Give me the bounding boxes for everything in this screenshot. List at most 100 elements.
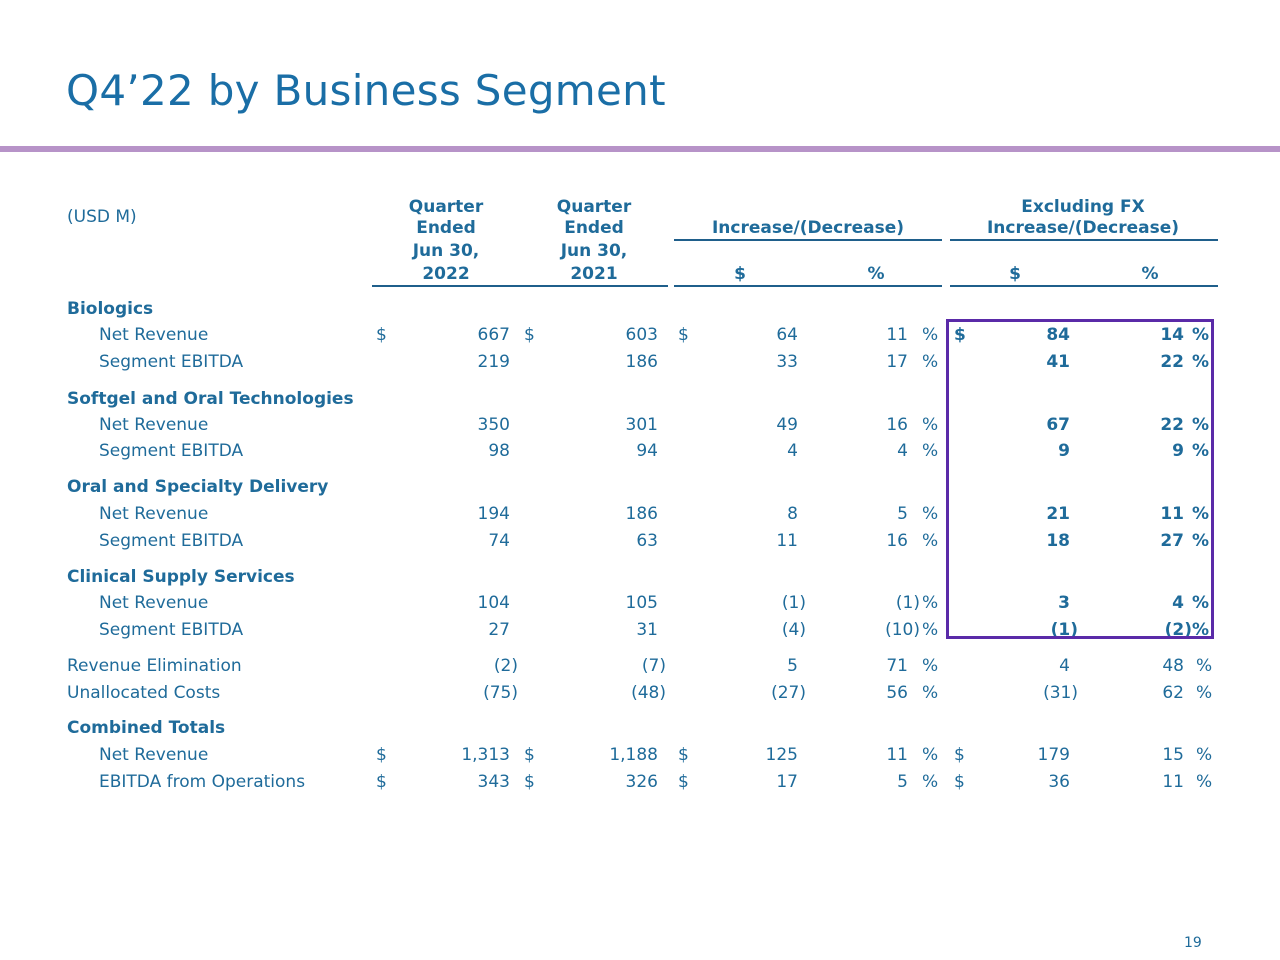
col1-header-line2: Ended bbox=[416, 218, 476, 238]
cell-fxp: 48 bbox=[1162, 656, 1184, 676]
row-label: EBITDA from Operations bbox=[99, 772, 306, 792]
cell-incp: 16 bbox=[886, 531, 908, 551]
cell-inc: 33 bbox=[776, 352, 798, 372]
cell-q22: 667 bbox=[477, 325, 510, 345]
section-combined: Combined Totals bbox=[67, 718, 226, 738]
fx-incdec-header: Increase/(Decrease) bbox=[986, 218, 1180, 238]
cell-inc: (27) bbox=[771, 683, 806, 703]
cell-fx: 18 bbox=[1046, 531, 1070, 551]
pct-symbol: % bbox=[1192, 352, 1210, 372]
cell-fxp: 9 bbox=[1172, 441, 1184, 461]
cell-incp: (10) bbox=[885, 620, 920, 640]
cell-fx: 84 bbox=[1046, 325, 1070, 345]
cell-incp: 5 bbox=[897, 504, 908, 524]
currency-symbol: $ bbox=[524, 745, 535, 765]
pct-symbol: % bbox=[1196, 745, 1213, 765]
currency-symbol: $ bbox=[678, 745, 689, 765]
cell-fxp: (2) bbox=[1164, 620, 1192, 640]
cell-inc: 17 bbox=[776, 772, 798, 792]
pct-symbol: % bbox=[922, 772, 939, 792]
cell-incp: 56 bbox=[886, 683, 908, 703]
cell-q22: 350 bbox=[477, 415, 510, 435]
cell-q21: 603 bbox=[625, 325, 658, 345]
cell-q22: 194 bbox=[477, 504, 510, 524]
row-label: Net Revenue bbox=[99, 325, 209, 345]
cell-inc: 125 bbox=[765, 745, 798, 765]
incdec-header: Increase/(Decrease) bbox=[711, 218, 905, 238]
cell-q21: 105 bbox=[625, 593, 658, 613]
incdec-pct-header: % bbox=[867, 264, 885, 284]
cell-fx: 4 bbox=[1059, 656, 1070, 676]
fx-pct-header: % bbox=[1141, 264, 1159, 284]
pct-symbol: % bbox=[1196, 656, 1213, 676]
pct-symbol: % bbox=[922, 531, 939, 551]
q-columns-underline bbox=[372, 285, 668, 287]
pct-symbol: % bbox=[922, 683, 939, 703]
cell-fx: 9 bbox=[1058, 441, 1070, 461]
col1-header-line3: Jun 30, bbox=[412, 241, 480, 261]
cell-q22: 98 bbox=[488, 441, 510, 461]
cell-inc: 49 bbox=[776, 415, 798, 435]
currency-symbol: $ bbox=[524, 772, 535, 792]
pct-symbol: % bbox=[922, 593, 939, 613]
page-title: Q4’22 by Business Segment bbox=[66, 66, 666, 115]
pct-symbol: % bbox=[922, 504, 939, 524]
pct-symbol: % bbox=[1192, 531, 1210, 551]
incdec-underline bbox=[674, 239, 942, 241]
currency-symbol: $ bbox=[954, 772, 965, 792]
cell-fx: 21 bbox=[1046, 504, 1070, 524]
cell-inc: 5 bbox=[787, 656, 798, 676]
cell-incp: 16 bbox=[886, 415, 908, 435]
row-label: Segment EBITDA bbox=[99, 352, 244, 372]
cell-incp: 11 bbox=[886, 745, 908, 765]
currency-symbol: $ bbox=[678, 325, 689, 345]
cell-q21: 94 bbox=[636, 441, 658, 461]
cell-inc: (1) bbox=[781, 593, 806, 613]
col2-header-line2: Ended bbox=[564, 218, 624, 238]
col2-header-line1: Quarter bbox=[556, 197, 632, 217]
cell-fx: 41 bbox=[1046, 352, 1070, 372]
cell-fx: 179 bbox=[1037, 745, 1070, 765]
cell-fxp: 22 bbox=[1160, 352, 1184, 372]
section-softgel: Softgel and Oral Technologies bbox=[67, 389, 354, 409]
pct-symbol: % bbox=[1192, 441, 1210, 461]
page-number: 19 bbox=[1184, 935, 1202, 951]
cell-fx: 3 bbox=[1058, 593, 1070, 613]
row-label: Unallocated Costs bbox=[67, 683, 221, 703]
pct-symbol: % bbox=[1192, 415, 1210, 435]
title-divider bbox=[0, 146, 1280, 152]
pct-symbol: % bbox=[1196, 683, 1213, 703]
cell-inc: 8 bbox=[787, 504, 798, 524]
cell-q22: 27 bbox=[488, 620, 510, 640]
currency-symbol: $ bbox=[376, 325, 387, 345]
cell-incp: 17 bbox=[886, 352, 908, 372]
pct-symbol: % bbox=[1196, 772, 1213, 792]
row-label: Segment EBITDA bbox=[99, 620, 244, 640]
fx-underline bbox=[950, 239, 1218, 241]
cell-q21: 1,188 bbox=[609, 745, 658, 765]
cell-q21: (48) bbox=[631, 683, 666, 703]
cell-q22: 74 bbox=[488, 531, 510, 551]
fx-header-top: Excluding FX bbox=[1021, 197, 1145, 217]
cell-q21: 31 bbox=[636, 620, 658, 640]
cell-fx: (31) bbox=[1043, 683, 1078, 703]
currency-symbol: $ bbox=[954, 745, 965, 765]
incdec-dollar-header: $ bbox=[734, 264, 746, 284]
row-label: Segment EBITDA bbox=[99, 531, 244, 551]
incdec-columns-underline bbox=[674, 285, 942, 287]
cell-q21: (7) bbox=[641, 656, 666, 676]
cell-inc: (4) bbox=[781, 620, 806, 640]
pct-symbol: % bbox=[922, 352, 939, 372]
currency-symbol: $ bbox=[376, 772, 387, 792]
row-label: Net Revenue bbox=[99, 415, 209, 435]
col2-header-line3: Jun 30, bbox=[560, 241, 628, 261]
cell-incp: 71 bbox=[886, 656, 908, 676]
cell-incp: 4 bbox=[897, 441, 908, 461]
pct-symbol: % bbox=[922, 441, 939, 461]
section-biologics: Biologics bbox=[67, 299, 154, 319]
pct-symbol: % bbox=[1192, 593, 1210, 613]
cell-q22: 343 bbox=[477, 772, 510, 792]
cell-q22: (75) bbox=[483, 683, 518, 703]
units-label: (USD M) bbox=[67, 207, 137, 227]
cell-incp: 5 bbox=[897, 772, 908, 792]
